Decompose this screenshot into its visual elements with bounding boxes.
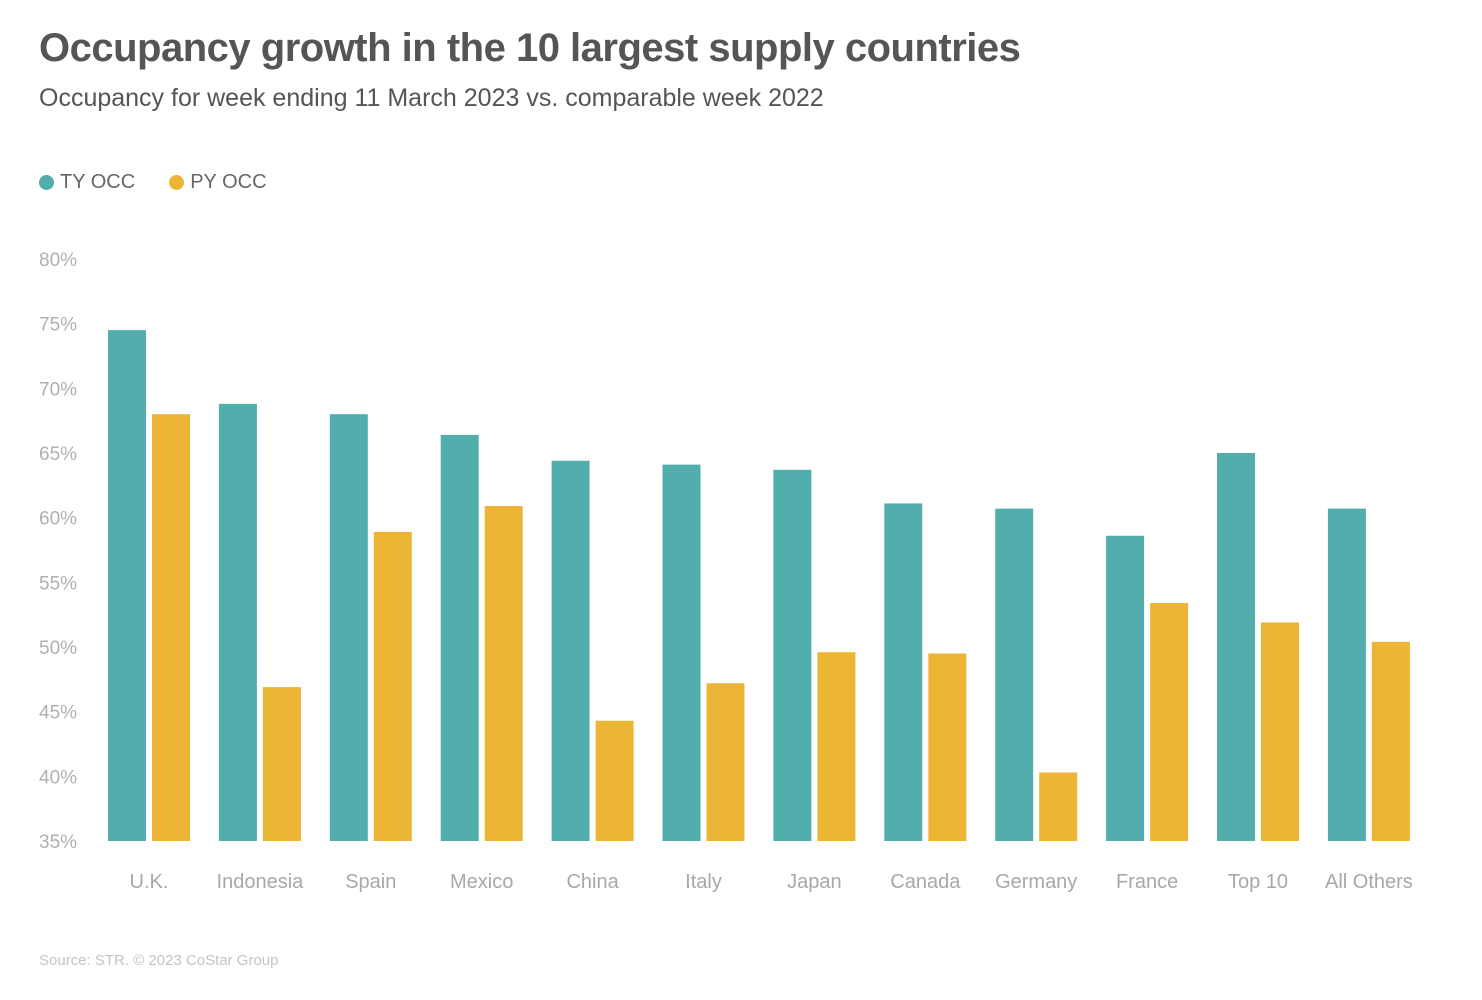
bar-ty-indonesia <box>218 403 257 841</box>
legend-item-py: PY OCC <box>169 171 267 194</box>
bar-ty-italy <box>662 464 701 841</box>
bar-ty-china <box>551 460 590 841</box>
y-tick-label: 75% <box>39 315 77 336</box>
y-tick-label: 45% <box>39 703 77 724</box>
x-tick-label: Japan <box>787 871 842 893</box>
y-tick-label: 40% <box>39 767 77 788</box>
bar-py-canada <box>928 653 967 841</box>
bar-ty-mexico <box>440 434 479 841</box>
x-tick-label: China <box>566 871 619 893</box>
x-tick-label: Spain <box>345 871 396 893</box>
bar-py-all-others <box>1371 641 1410 841</box>
bar-py-top-10 <box>1261 622 1299 841</box>
legend-item-ty: TY OCC <box>39 171 135 194</box>
legend: TY OCC PY OCC <box>39 171 301 194</box>
y-tick-label: 60% <box>39 509 77 530</box>
source-note: Source: STR. © 2023 CoStar Group <box>39 952 279 969</box>
x-tick-label: France <box>1116 871 1178 893</box>
legend-label-py: PY OCC <box>190 171 267 193</box>
legend-dot-ty-icon <box>39 175 54 190</box>
bar-ty-top-10 <box>1217 453 1255 841</box>
bar-py-indonesia <box>262 687 301 841</box>
y-tick-label: 55% <box>39 573 77 594</box>
legend-dot-py-icon <box>169 175 185 190</box>
x-tick-label: Mexico <box>450 871 513 893</box>
y-tick-label: 80% <box>39 250 77 271</box>
bar-ty-germany <box>995 508 1034 841</box>
bar-py-china <box>595 720 634 841</box>
x-tick-label: All Others <box>1325 871 1413 893</box>
bar-py-france <box>1150 603 1189 841</box>
x-tick-label: U.K. <box>130 871 169 893</box>
bar-ty-japan <box>773 469 812 841</box>
bar-py-japan <box>817 652 856 841</box>
bar-py-u-k <box>152 414 190 841</box>
bar-ty-france <box>1106 535 1145 841</box>
x-tick-label: Germany <box>995 871 1077 893</box>
bar-ty-u-k <box>108 330 146 841</box>
chart-subtitle: Occupancy for week ending 11 March 2023 … <box>39 84 824 112</box>
y-tick-label: 50% <box>39 638 77 659</box>
bar-py-italy <box>706 683 745 841</box>
x-tick-label: Top 10 <box>1228 871 1288 893</box>
bar-ty-all-others <box>1327 508 1366 841</box>
y-tick-label: 35% <box>39 832 77 853</box>
legend-label-ty: TY OCC <box>60 171 136 193</box>
bar-py-germany <box>1039 772 1078 841</box>
bar-py-spain <box>373 531 412 841</box>
y-tick-label: 70% <box>39 379 77 400</box>
x-tick-label: Canada <box>890 871 961 893</box>
bar-ty-canada <box>884 503 923 841</box>
y-axis: 80% 75% 70% 65% 60% 55% 50% 45% 40% 35% <box>39 250 77 853</box>
x-axis: U.K. Indonesia Spain Mexico China Italy Japan C… <box>130 871 1413 893</box>
bar-ty-spain <box>329 414 368 841</box>
x-tick-label: Indonesia <box>217 871 305 893</box>
chart-title: Occupancy growth in the 10 largest suppl… <box>39 26 1021 70</box>
bar-py-mexico <box>484 506 523 841</box>
bars <box>108 330 1410 841</box>
y-tick-label: 65% <box>39 444 77 465</box>
x-tick-label: Italy <box>685 871 722 893</box>
